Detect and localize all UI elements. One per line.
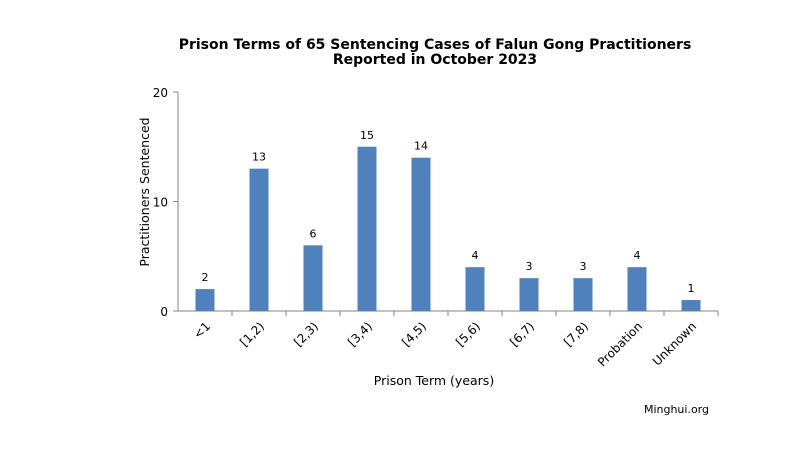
data-label: 1 — [688, 282, 695, 295]
bar — [195, 289, 215, 311]
data-label: 15 — [360, 129, 374, 142]
x-tick-label: [7,8) — [561, 319, 591, 349]
x-tick-label: [4,5) — [399, 319, 429, 349]
x-tick-label: Probation — [595, 319, 645, 369]
x-tick-label: Unknown — [650, 319, 699, 368]
bars — [195, 146, 701, 311]
bar — [681, 300, 701, 311]
bar — [627, 267, 647, 311]
bar — [249, 168, 269, 311]
data-label: 6 — [310, 227, 317, 240]
credit-label: Minghui.org — [644, 403, 709, 416]
data-labels: 2 13 6 15 14 4 3 3 4 1 — [202, 129, 695, 295]
x-tick-label: [1,2) — [237, 319, 267, 349]
x-tick-label: <1 — [191, 319, 213, 341]
x-tick-label: [5,6) — [453, 319, 483, 349]
bar — [357, 146, 377, 311]
y-ticks: 0 10 20 — [153, 86, 178, 319]
bar — [303, 245, 323, 311]
data-label: 4 — [634, 249, 641, 262]
bar — [519, 278, 539, 311]
x-tick-label: [3,4) — [345, 319, 375, 349]
data-label: 3 — [580, 260, 587, 273]
x-tick-label: [6,7) — [507, 319, 537, 349]
x-axis-label: Prison Term (years) — [374, 373, 494, 388]
chart-title: Prison Terms of 65 Sentencing Cases of F… — [179, 37, 692, 53]
bar — [573, 278, 593, 311]
data-label: 14 — [414, 140, 428, 153]
bar — [465, 267, 485, 311]
x-ticks: <1 [1,2) [2,3) [3,4) [4,5) [5,6) [6,7) [7,8) Pro… — [191, 311, 719, 369]
data-label: 13 — [252, 151, 266, 164]
data-label: 4 — [472, 249, 479, 262]
chart-subtitle: Reported in October 2023 — [333, 52, 537, 68]
y-tick-label: 0 — [160, 305, 168, 319]
y-tick-label: 10 — [153, 196, 168, 210]
y-axis-label: Practitioners Sentenced — [137, 117, 152, 266]
bar — [411, 157, 431, 311]
y-tick-label: 20 — [153, 86, 168, 100]
data-label: 3 — [526, 260, 533, 273]
data-label: 2 — [202, 271, 209, 284]
x-tick-label: [2,3) — [291, 319, 321, 349]
